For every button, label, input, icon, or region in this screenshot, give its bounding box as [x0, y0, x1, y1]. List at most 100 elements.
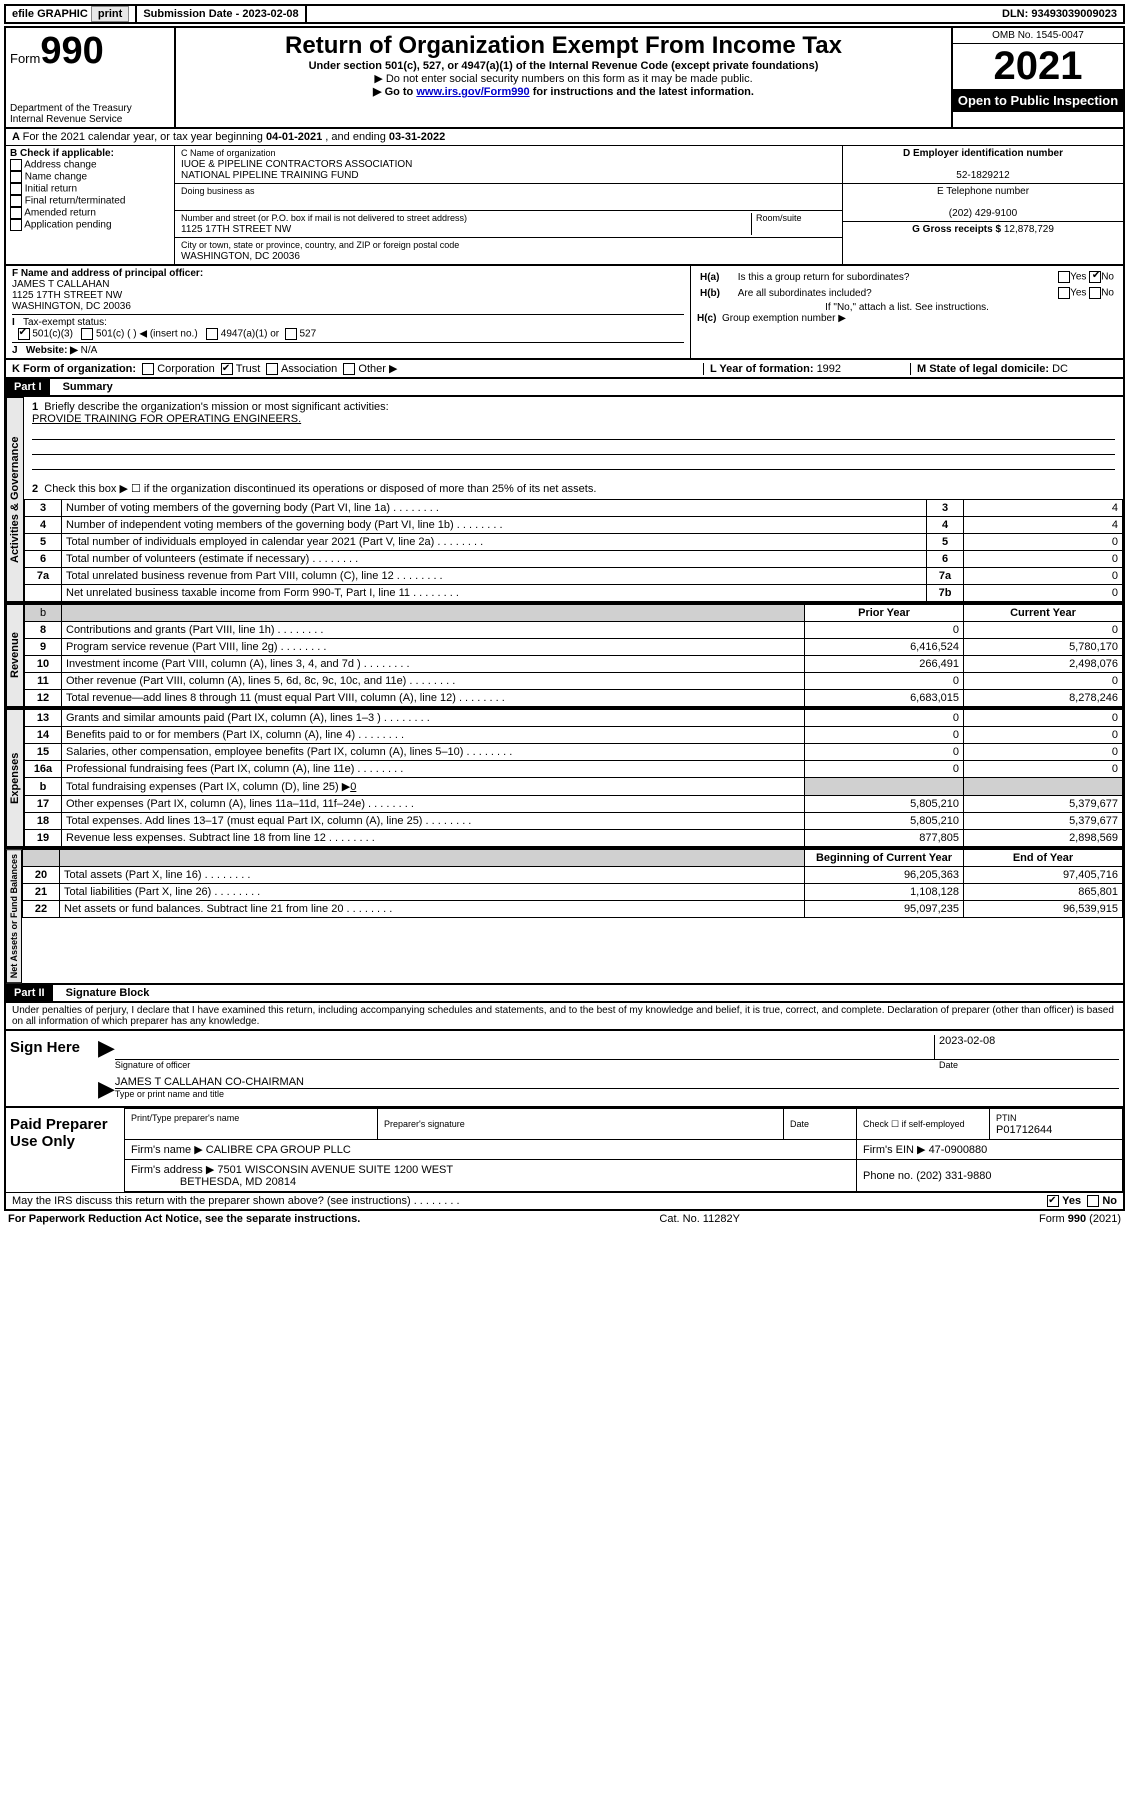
line-text: Contributions and grants (Part VIII, lin…	[62, 622, 805, 639]
line-text: Program service revenue (Part VIII, line…	[62, 639, 805, 656]
section-bcd: B Check if applicable: Address change Na…	[6, 146, 1123, 266]
omb-number: OMB No. 1545-0047	[953, 28, 1123, 44]
irs-link[interactable]: www.irs.gov/Form990	[416, 86, 529, 98]
line-box: 5	[927, 534, 964, 551]
room-label: Room/suite	[756, 213, 802, 223]
line-text: Total revenue—add lines 8 through 11 (mu…	[62, 690, 805, 707]
cb-discuss-no[interactable]	[1087, 1195, 1099, 1207]
cb-corp[interactable]	[142, 363, 154, 375]
print-button[interactable]: print	[91, 6, 129, 22]
col-c: C Name of organization IUOE & PIPELINE C…	[175, 146, 842, 264]
f-label: F Name and address of principal officer:	[12, 268, 203, 279]
line-num: 4	[25, 517, 62, 534]
b-opt-5: Application pending	[24, 220, 111, 231]
end-year-hdr: End of Year	[1013, 852, 1073, 864]
cb-other[interactable]	[343, 363, 355, 375]
irs-label: Internal Revenue Service	[10, 114, 170, 125]
b-title: B Check if applicable:	[10, 148, 114, 159]
form-sub1: Under section 501(c), 527, or 4947(a)(1)…	[180, 60, 947, 72]
cb-ha-yes[interactable]	[1058, 271, 1070, 283]
exp-table: 13Grants and similar amounts paid (Part …	[24, 709, 1123, 847]
form-title: Return of Organization Exempt From Incom…	[180, 32, 947, 60]
cb-pending[interactable]	[10, 219, 22, 231]
part1-title: Summary	[53, 381, 113, 393]
line-num: 16a	[25, 761, 62, 778]
line-value: 0	[964, 585, 1123, 602]
self-employed: Check ☐ if self-employed	[857, 1109, 990, 1140]
prior-value: 877,805	[805, 830, 964, 847]
i-o4: 527	[299, 329, 316, 340]
submission-date: 2023-02-08	[242, 8, 298, 20]
tab-expenses: Expenses	[6, 709, 24, 847]
gross-value: 12,878,729	[1004, 224, 1054, 235]
line-num	[25, 585, 62, 602]
current-value: 5,379,677	[964, 796, 1123, 813]
cb-trust[interactable]	[221, 363, 233, 375]
a-begin: 04-01-2021	[266, 131, 322, 143]
firm-name: CALIBRE CPA GROUP PLLC	[206, 1144, 351, 1156]
cb-name[interactable]	[10, 171, 22, 183]
prior-value: 1,108,128	[805, 884, 964, 901]
i-o3: 4947(a)(1) or	[221, 329, 279, 340]
cb-ha-no[interactable]	[1089, 271, 1101, 283]
b-opt-0: Address change	[24, 160, 96, 171]
current-value: 97,405,716	[964, 867, 1123, 884]
line-text: Revenue less expenses. Subtract line 18 …	[62, 830, 805, 847]
form-header: Form990 Department of the Treasury Inter…	[6, 28, 1123, 129]
dept-treasury: Department of the Treasury	[10, 103, 170, 114]
sign-here-label: Sign Here	[6, 1031, 94, 1106]
cb-amended[interactable]	[10, 207, 22, 219]
a-end: 03-31-2022	[389, 131, 445, 143]
part1-header: Part I Summary	[6, 379, 1123, 397]
open-public: Open to Public Inspection	[953, 89, 1123, 112]
col-d: D Employer identification number52-18292…	[842, 146, 1123, 264]
cb-501c3[interactable]	[18, 328, 30, 340]
website-value: N/A	[81, 345, 98, 356]
prior-value: 0	[805, 727, 964, 744]
current-value: 5,379,677	[964, 813, 1123, 830]
org-name-2: NATIONAL PIPELINE TRAINING FUND	[181, 170, 359, 181]
current-value: 96,539,915	[964, 901, 1123, 918]
city-value: WASHINGTON, DC 20036	[181, 251, 300, 262]
tab-revenue: Revenue	[6, 604, 24, 707]
city-label: City or town, state or province, country…	[181, 240, 459, 250]
form-sub2: ▶ Do not enter social security numbers o…	[180, 72, 947, 85]
k-o0: Corporation	[157, 363, 214, 375]
street-addr: 1125 17TH STREET NW	[181, 224, 291, 235]
cb-assoc[interactable]	[266, 363, 278, 375]
part1-badge: Part I	[6, 379, 50, 395]
cb-address[interactable]	[10, 159, 22, 171]
line-num: 8	[25, 622, 62, 639]
cb-final[interactable]	[10, 195, 22, 207]
cb-hb-no[interactable]	[1089, 287, 1101, 299]
col-b: B Check if applicable: Address change Na…	[6, 146, 175, 264]
cb-4947[interactable]	[206, 328, 218, 340]
hb-text: Are all subordinates included?	[738, 288, 872, 299]
current-value: 5,780,170	[964, 639, 1123, 656]
prior-value: 0	[805, 622, 964, 639]
cb-501c[interactable]	[81, 328, 93, 340]
prior-value: 5,805,210	[805, 796, 964, 813]
dba-label: Doing business as	[181, 186, 255, 196]
prior-year-hdr: Prior Year	[858, 607, 910, 619]
prior-value: 0	[805, 761, 964, 778]
prior-value: 96,205,363	[805, 867, 964, 884]
line-num: 17	[25, 796, 62, 813]
dln-label: DLN:	[1002, 8, 1031, 20]
cb-discuss-yes[interactable]	[1047, 1195, 1059, 1207]
cb-527[interactable]	[285, 328, 297, 340]
block-governance: Activities & Governance 1 Briefly descri…	[6, 397, 1123, 604]
page-footer: For Paperwork Reduction Act Notice, see …	[4, 1211, 1125, 1227]
line-num: 7a	[25, 568, 62, 585]
line-num: 13	[25, 710, 62, 727]
current-value: 0	[964, 727, 1123, 744]
h-note: If "No," attach a list. See instructions…	[697, 302, 1117, 313]
cb-hb-yes[interactable]	[1058, 287, 1070, 299]
b-opt-2: Initial return	[25, 184, 77, 195]
current-value: 865,801	[964, 884, 1123, 901]
cb-initial[interactable]	[10, 183, 22, 195]
line-box: 3	[927, 500, 964, 517]
rev-b: b	[25, 605, 62, 622]
line-text: Other revenue (Part VIII, column (A), li…	[62, 673, 805, 690]
e-label: E Telephone number	[937, 186, 1029, 197]
